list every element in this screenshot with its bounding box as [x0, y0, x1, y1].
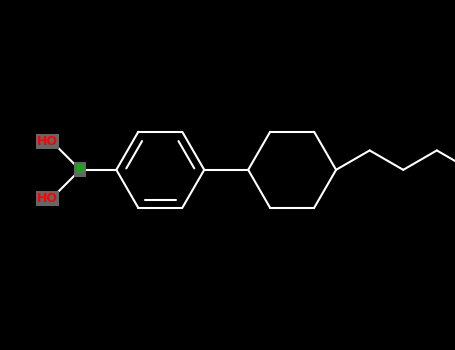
Text: HO: HO — [37, 135, 58, 148]
Text: B: B — [76, 163, 85, 176]
Text: HO: HO — [37, 192, 58, 205]
